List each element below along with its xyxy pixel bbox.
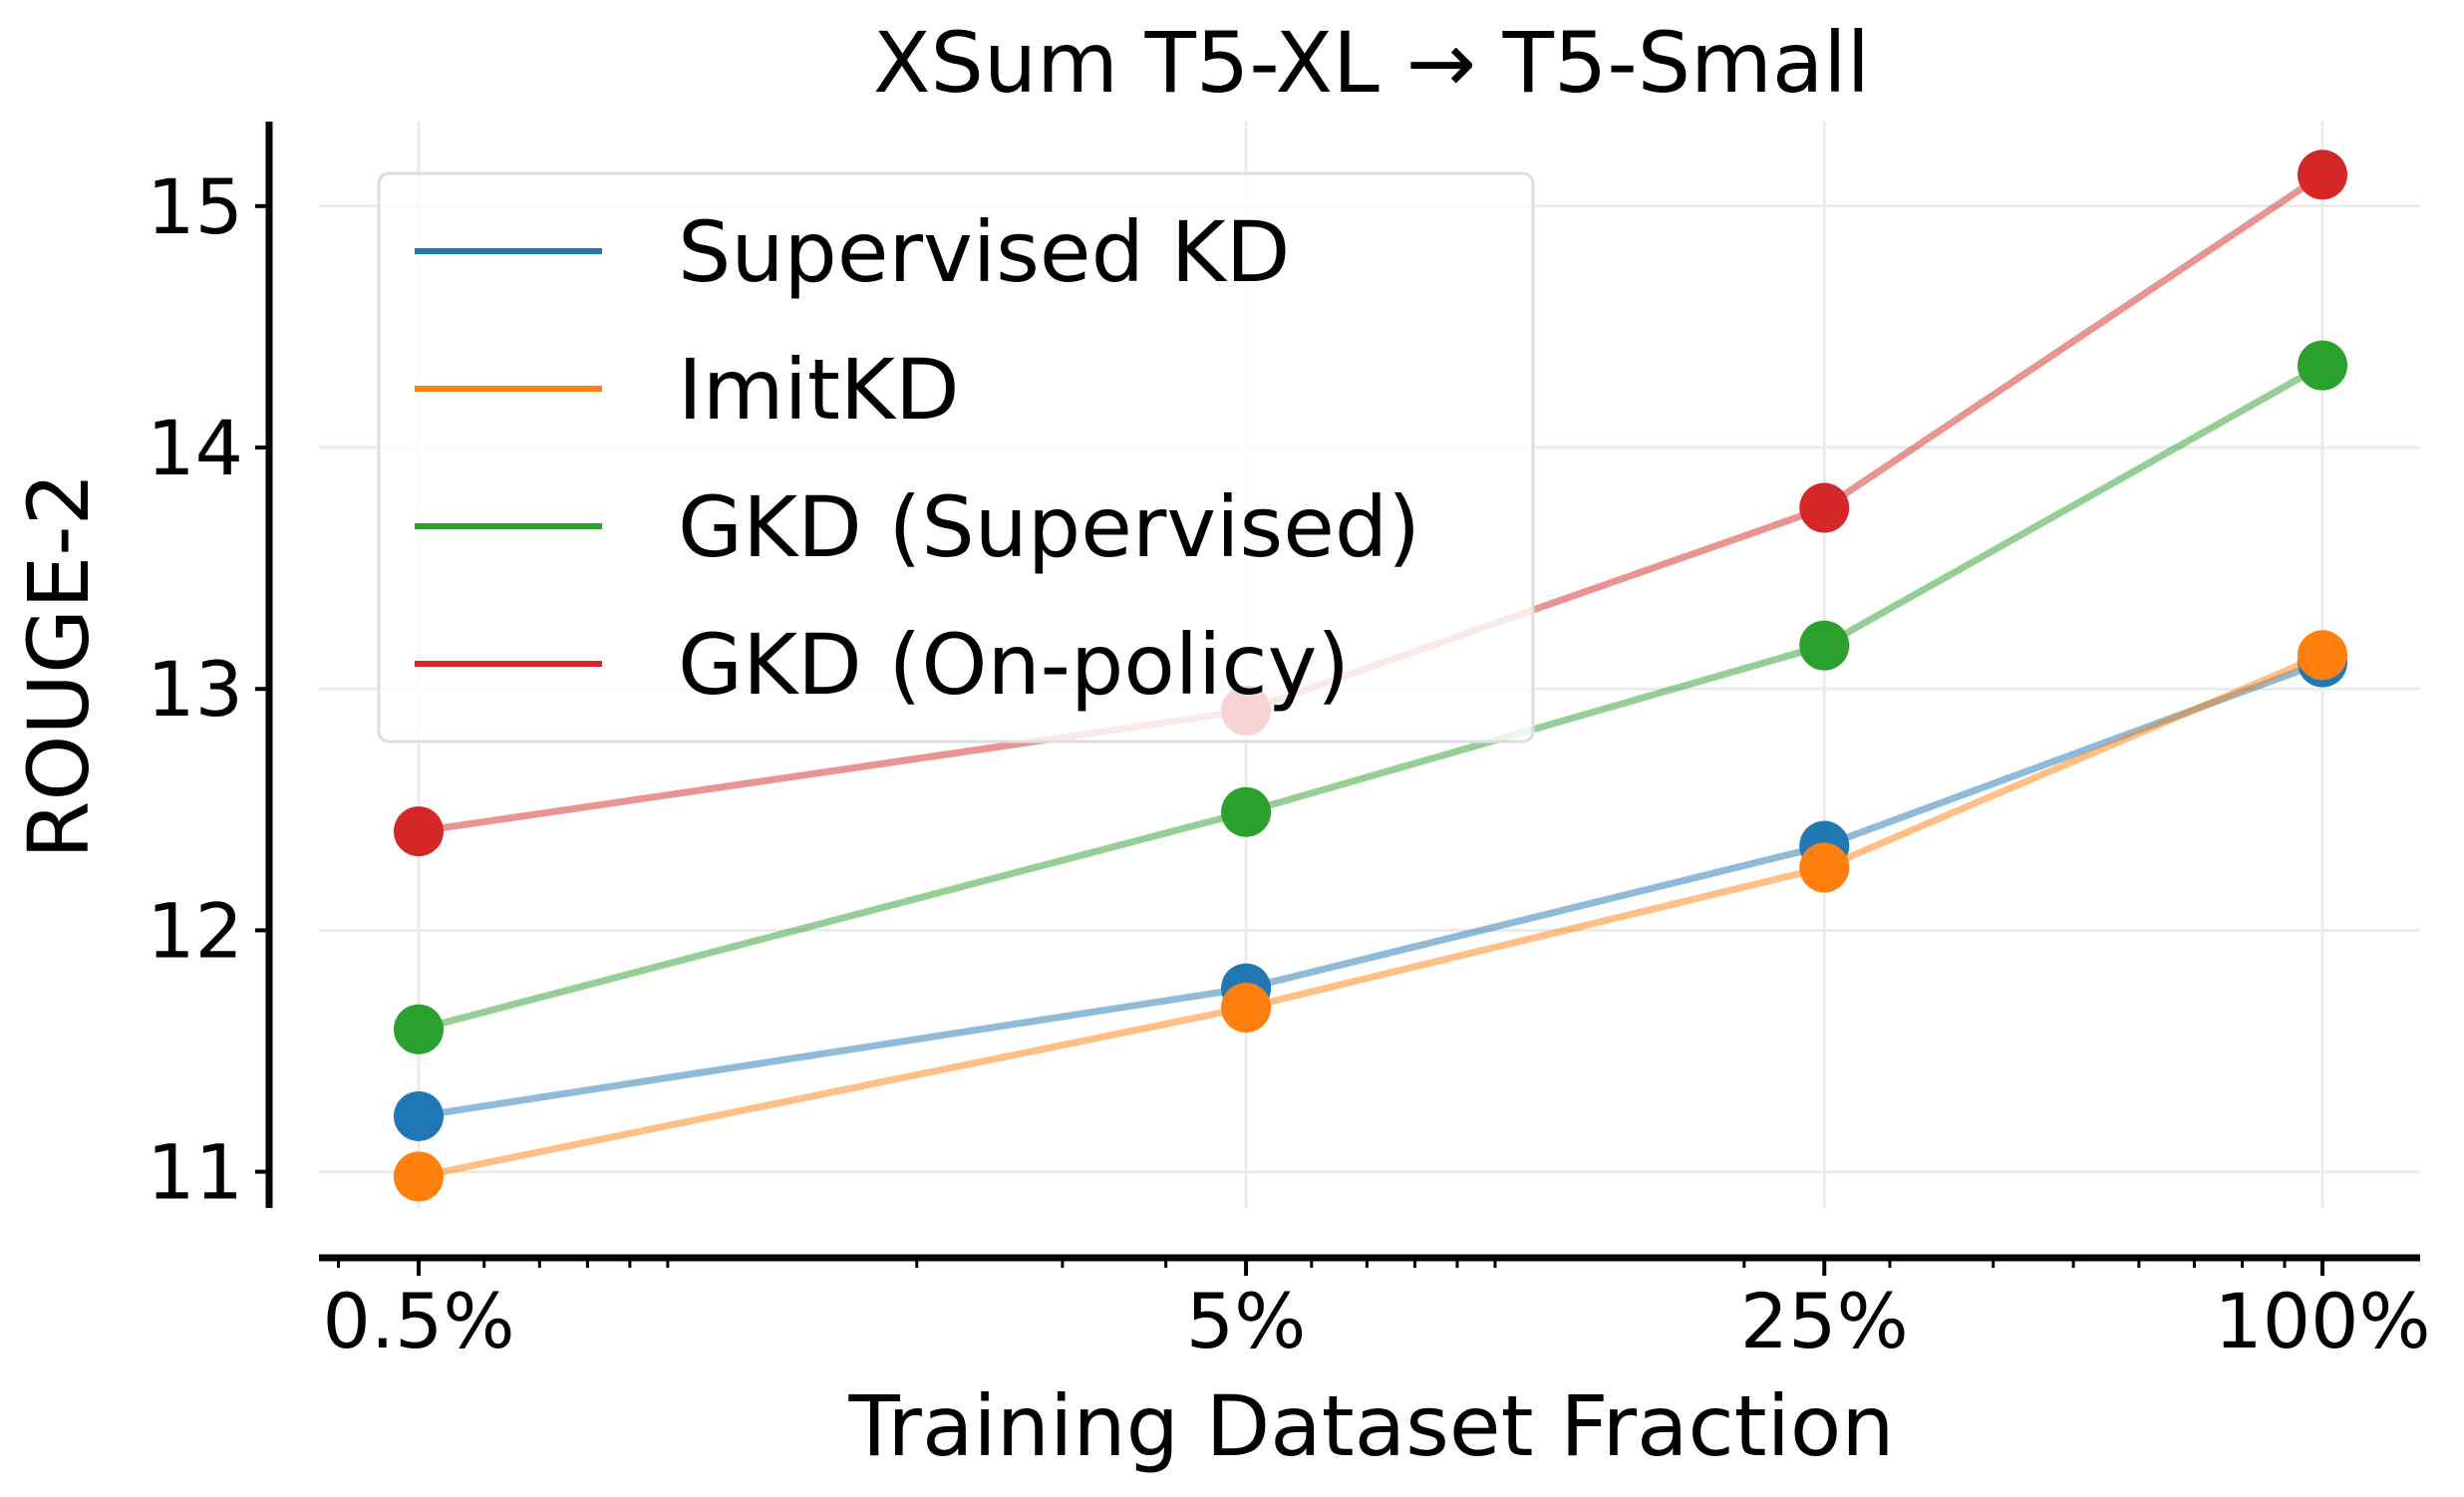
series-2 (394, 630, 2347, 1202)
x-tick-label: 100% (2214, 1277, 2430, 1365)
y-tick-label: 11 (147, 1128, 243, 1217)
y-tick-label: 12 (147, 886, 243, 975)
chart-title: XSum T5-XL → T5-Small (873, 14, 1870, 112)
y-tick-label: 14 (147, 404, 243, 492)
data-point (394, 806, 444, 857)
y-axis-label: ROUGE-2 (10, 472, 108, 859)
legend-label: GKD (Supervised) (678, 478, 1420, 576)
data-point (394, 1004, 444, 1054)
series-3 (394, 340, 2347, 1054)
legend-label: ImitKD (678, 341, 960, 439)
data-point (1799, 842, 1850, 893)
data-point (394, 1151, 444, 1202)
legend-frame (377, 171, 1535, 744)
data-point (1799, 482, 1850, 533)
y-tick-label: 13 (147, 645, 243, 734)
data-point (2298, 150, 2347, 200)
data-point (1221, 982, 1272, 1033)
series-line (415, 659, 2326, 1120)
x-tick-label: 0.5% (322, 1277, 514, 1365)
x-axis-label: Training Dataset Fraction (847, 1377, 1894, 1475)
legend-label: Supervised KD (678, 203, 1290, 301)
x-tick-label: 25% (1740, 1277, 1909, 1365)
data-point (394, 1090, 444, 1141)
y-tick-label: 15 (147, 162, 243, 251)
x-tick-label: 5% (1186, 1277, 1307, 1365)
series-line (415, 362, 2326, 1034)
legend-label: GKD (On-policy) (678, 616, 1350, 714)
data-point (1221, 786, 1272, 837)
series-line (415, 651, 2326, 1181)
data-point (2298, 630, 2347, 681)
data-point (2298, 340, 2347, 391)
series-line (415, 170, 2326, 835)
data-point (1799, 620, 1850, 671)
legend: Supervised KD ImitKD GKD (Supervised) GKD (… (377, 171, 1535, 744)
series-layer (394, 150, 2347, 1202)
ticks: 11 12 13 14 15 0.5% 5% 25% 100% (147, 162, 2430, 1365)
